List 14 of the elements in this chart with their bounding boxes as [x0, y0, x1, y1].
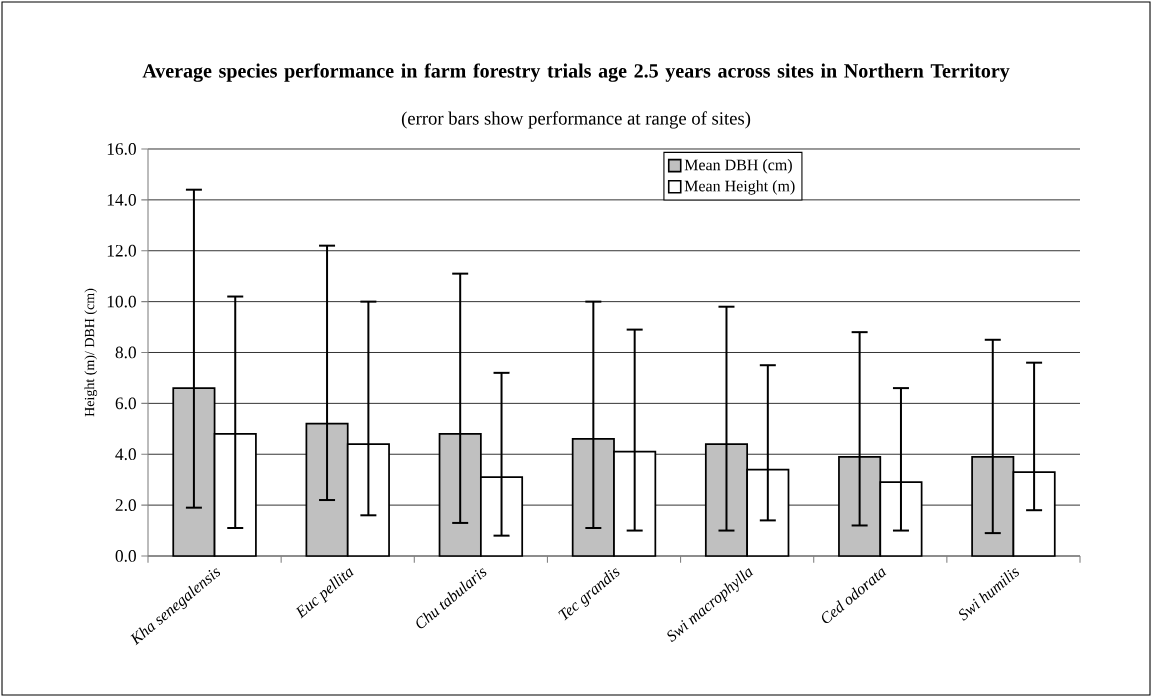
y-tick-label: 2.0	[115, 499, 136, 512]
y-tick-label: 0.0	[115, 550, 136, 562]
y-tick-label: 14.0	[107, 193, 136, 206]
y-tick-label: 6.0	[115, 397, 136, 410]
y-tick-label: 16.0	[107, 143, 136, 155]
y-axis-title: Height (m)/ DBH (cm)	[84, 288, 98, 417]
legend-label: Mean DBH (cm)	[684, 159, 792, 174]
y-tick-label: 8.0	[115, 346, 136, 359]
legend-label: Mean Height (m)	[684, 180, 795, 195]
y-tick-label: 10.0	[107, 295, 136, 308]
y-tick-label: 12.0	[107, 244, 136, 257]
y-tick-label: 4.0	[115, 448, 136, 461]
chart-title: Average species performance in farm forestry trials age 2.5 years across sites in Northern Territory	[142, 63, 1010, 82]
chart-subtitle: (error bars show performance at range of sites)	[401, 111, 751, 129]
